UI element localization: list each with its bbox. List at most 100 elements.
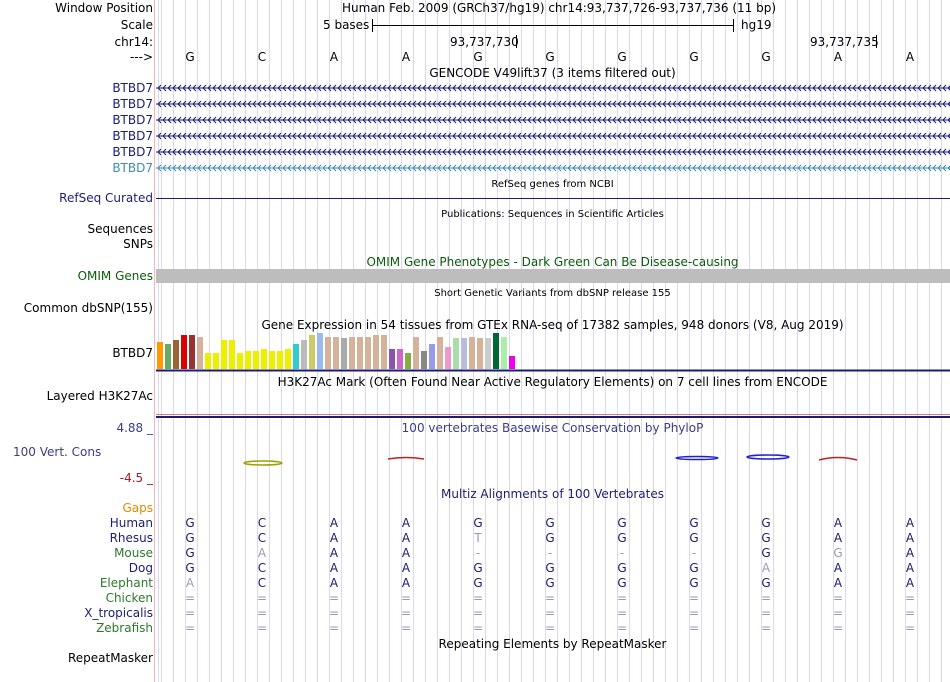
gaps-label[interactable]: Gaps <box>122 501 153 515</box>
gtex-bar[interactable] <box>373 335 379 369</box>
gtex-bar[interactable] <box>205 353 211 369</box>
multiz-base: = <box>256 621 268 635</box>
multiz-base: G <box>833 546 843 560</box>
gtex-bar[interactable] <box>333 337 339 369</box>
gtex-bar[interactable] <box>189 335 195 369</box>
gtex-bar[interactable] <box>405 353 411 369</box>
omim-label[interactable]: OMIM Genes <box>77 269 153 283</box>
gencode-track-title[interactable]: GENCODE V49lift37 (3 items filtered out) <box>429 66 676 80</box>
base: G <box>689 50 699 64</box>
gtex-bar[interactable] <box>157 342 163 369</box>
gtex-bar[interactable] <box>453 338 459 369</box>
omim-feature-bar[interactable] <box>156 269 950 283</box>
gtex-bar[interactable] <box>269 351 275 369</box>
repeatmasker-label[interactable]: RepeatMasker <box>67 651 153 665</box>
phylop-track-title[interactable]: 100 vertebrates Basewise Conservation by… <box>401 421 704 435</box>
gtex-bar[interactable] <box>493 333 499 369</box>
gtex-bar[interactable] <box>325 337 331 369</box>
gtex-bar[interactable] <box>213 353 219 369</box>
gencode-label-5[interactable]: BTBD7 <box>112 145 153 159</box>
gtex-bar-chart[interactable] <box>156 333 950 372</box>
gtex-bar[interactable] <box>317 333 323 369</box>
gencode-transcript-1[interactable] <box>156 82 950 94</box>
gencode-transcript-2[interactable] <box>156 98 950 110</box>
gtex-bar[interactable] <box>309 335 315 369</box>
h3k27ac-baseline-1 <box>156 414 950 415</box>
gtex-bar[interactable] <box>421 351 427 369</box>
multiz-species-label[interactable]: Rhesus <box>109 531 153 545</box>
dbsnp-label[interactable]: Common dbSNP(155) <box>23 301 153 315</box>
coordinate-2-tick <box>876 35 877 48</box>
gtex-bar[interactable] <box>485 338 491 369</box>
gtex-bar[interactable] <box>245 351 251 369</box>
multiz-species-label[interactable]: Mouse <box>114 546 153 560</box>
gencode-label-3[interactable]: BTBD7 <box>112 113 153 127</box>
phylop-wiggle[interactable] <box>156 452 950 468</box>
refseq-gene-line[interactable] <box>156 198 950 199</box>
gtex-bar[interactable] <box>181 335 187 369</box>
gtex-bar[interactable] <box>389 349 395 369</box>
gtex-bar[interactable] <box>261 349 267 369</box>
repeatmasker-track-title[interactable]: Repeating Elements by RepeatMasker <box>438 637 667 651</box>
gtex-bar[interactable] <box>165 344 171 369</box>
gtex-bar[interactable] <box>501 337 507 369</box>
gtex-bar[interactable] <box>173 340 179 369</box>
gtex-bar[interactable] <box>437 337 443 369</box>
scale-bases-text: 5 bases <box>323 18 370 32</box>
coordinate-1-tick <box>516 35 517 48</box>
refseq-track-title[interactable]: RefSeq genes from NCBI <box>491 179 614 190</box>
gtex-bar[interactable] <box>509 356 515 369</box>
gtex-bar[interactable] <box>301 340 307 369</box>
gencode-transcript-3[interactable] <box>156 114 950 126</box>
gtex-bar[interactable] <box>445 347 451 369</box>
gtex-bar[interactable] <box>429 344 435 369</box>
publications-label[interactable]: Sequences <box>87 222 153 236</box>
phylop-mark <box>243 460 283 466</box>
base: A <box>329 50 339 64</box>
gtex-label[interactable]: BTBD7 <box>112 346 153 360</box>
gtex-bar[interactable] <box>381 335 387 369</box>
snps-label[interactable]: SNPs <box>123 237 153 251</box>
gtex-bar[interactable] <box>477 338 483 369</box>
gencode-label-1[interactable]: BTBD7 <box>112 81 153 95</box>
h3k27ac-label[interactable]: Layered H3K27Ac <box>46 389 153 403</box>
omim-track-title[interactable]: OMIM Gene Phenotypes - Dark Green Can Be… <box>366 255 739 269</box>
gtex-bar[interactable] <box>197 337 203 369</box>
multiz-species-label[interactable]: Elephant <box>99 576 153 590</box>
gtex-track-title[interactable]: Gene Expression in 54 tissues from GTEx … <box>261 318 844 332</box>
multiz-species-label[interactable]: Chicken <box>105 591 153 605</box>
gtex-bar[interactable] <box>365 337 371 369</box>
gtex-bar[interactable] <box>221 340 227 369</box>
gtex-bar[interactable] <box>293 344 299 369</box>
multiz-species-label[interactable]: Human <box>109 516 153 530</box>
gencode-label-6[interactable]: BTBD7 <box>112 161 153 175</box>
dbsnp-track-title[interactable]: Short Genetic Variants from dbSNP releas… <box>434 288 671 299</box>
multiz-species-label[interactable]: Dog <box>128 561 153 575</box>
gtex-bar[interactable] <box>469 337 475 369</box>
gencode-transcript-5[interactable] <box>156 146 950 158</box>
gtex-bar[interactable] <box>341 338 347 369</box>
gencode-label-2[interactable]: BTBD7 <box>112 97 153 111</box>
multiz-species-label[interactable]: X_tropicalis <box>84 606 153 620</box>
gtex-bar[interactable] <box>413 337 419 369</box>
multiz-species-label[interactable]: Zebrafish <box>96 621 153 635</box>
phylop-label[interactable]: 100 Vert. Cons <box>13 445 102 459</box>
publications-track-title[interactable]: Publications: Sequences in Scientific Ar… <box>441 209 664 220</box>
gtex-bar[interactable] <box>277 351 283 369</box>
gtex-bar[interactable] <box>229 340 235 369</box>
gtex-bar[interactable] <box>461 338 467 369</box>
gtex-bar[interactable] <box>253 351 259 369</box>
gtex-bar[interactable] <box>349 337 355 369</box>
refseq-label[interactable]: RefSeq Curated <box>59 191 153 205</box>
gtex-bar[interactable] <box>357 337 363 369</box>
gencode-transcript-6[interactable] <box>156 162 950 174</box>
gtex-bar[interactable] <box>237 353 243 369</box>
gencode-transcript-4[interactable] <box>156 130 950 142</box>
gtex-bar[interactable] <box>397 349 403 369</box>
multiz-track-title[interactable]: Multiz Alignments of 100 Vertebrates <box>440 487 665 501</box>
gencode-label-4[interactable]: BTBD7 <box>112 129 153 143</box>
gtex-bar[interactable] <box>285 349 291 369</box>
multiz-base: A <box>905 576 915 590</box>
h3k27ac-track-title[interactable]: H3K27Ac Mark (Often Found Near Active Re… <box>277 375 828 389</box>
multiz-base: = <box>328 621 340 635</box>
